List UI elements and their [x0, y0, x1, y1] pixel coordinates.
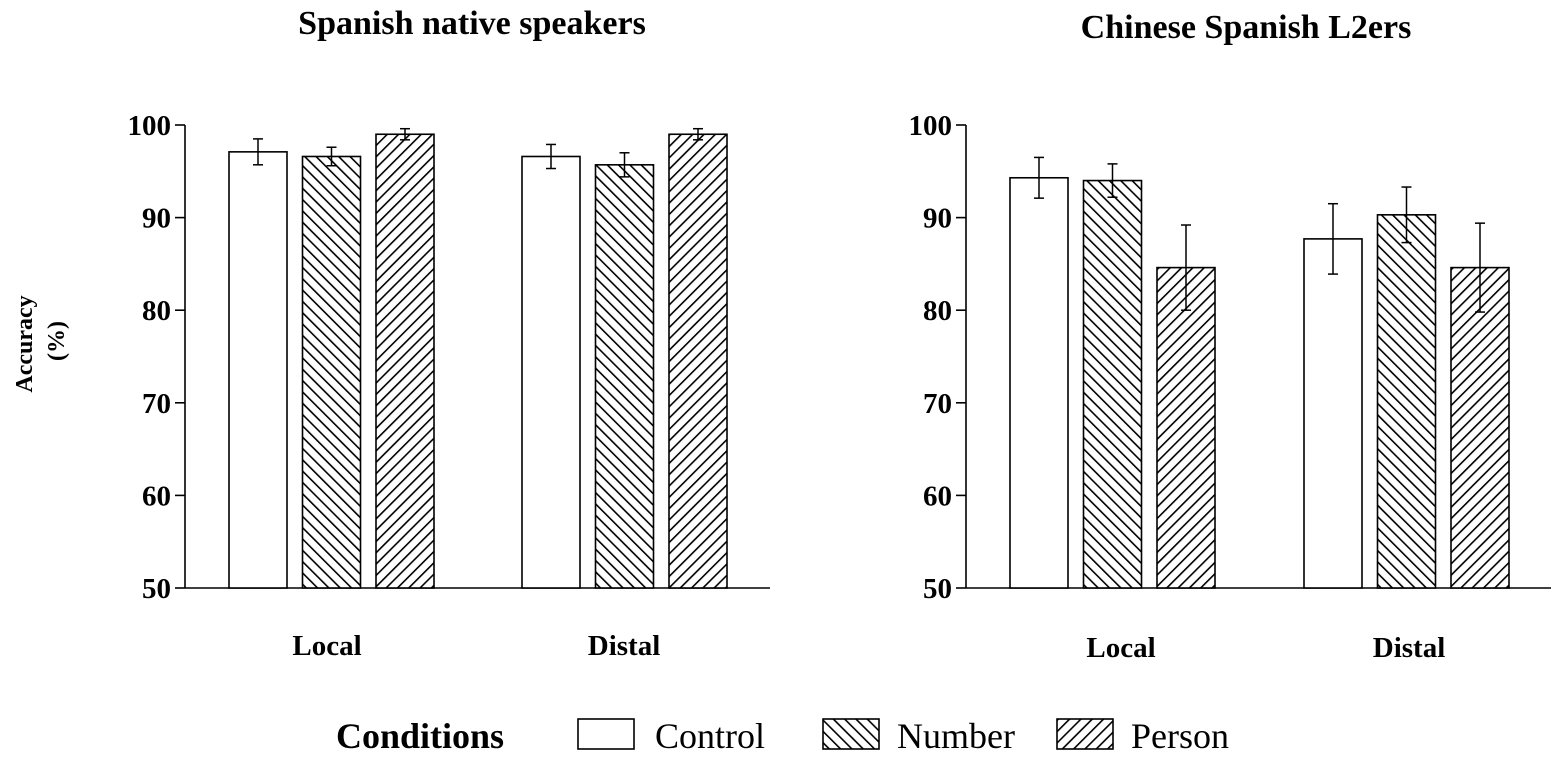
category-label-distal: Distal	[1373, 632, 1446, 664]
y-tick-label: 50	[923, 573, 952, 605]
error-bar-number-distal	[619, 152, 630, 178]
bar-control-distal	[1303, 238, 1363, 589]
y-ticks: 50 60 70 80 90 100	[128, 110, 185, 605]
y-tick-label: 80	[142, 295, 171, 327]
category-label-distal: Distal	[588, 630, 661, 662]
error-bar-number-distal	[1401, 186, 1412, 244]
legend-label-control: Control	[655, 716, 765, 756]
y-tick-label: 70	[142, 388, 171, 420]
legend-swatch-person	[1056, 718, 1114, 750]
legend: Conditions Control Number Person	[336, 716, 1229, 756]
y-axis-label-line-1: Accuracy	[12, 295, 38, 392]
panel-spanish-native: Spanish native speakers 50 60 70 80 90 100 Lo…	[128, 5, 770, 662]
legend-title: Conditions	[336, 716, 504, 756]
bar-control-local	[228, 151, 288, 589]
bar-person-local	[375, 133, 435, 589]
bar-person-distal	[668, 133, 728, 589]
y-tick-label: 100	[128, 110, 172, 142]
y-tick-label: 60	[923, 480, 952, 512]
y-tick-label: 80	[923, 295, 952, 327]
y-axis-label-line-2: (%)	[44, 321, 70, 361]
bar-number-local	[1082, 179, 1143, 589]
y-tick-label: 90	[142, 203, 171, 235]
bar-control-distal	[521, 155, 581, 589]
legend-swatch-control	[577, 718, 635, 750]
bar-number-distal	[1376, 214, 1437, 589]
y-tick-label: 50	[142, 573, 171, 605]
y-ticks: 50 60 70 80 90 100	[909, 110, 966, 605]
error-bar-control-local	[253, 138, 263, 166]
panel-title: Spanish native speakers	[298, 5, 646, 42]
bar-person-local	[1156, 266, 1216, 589]
legend-swatch-number	[822, 718, 880, 750]
bar-control-local	[1009, 176, 1069, 589]
y-axis-label: Accuracy (%)	[12, 289, 70, 392]
error-bar-number-local	[1107, 163, 1118, 198]
category-label-local: Local	[1086, 632, 1155, 664]
error-bar-person-distal	[1475, 222, 1485, 313]
category-label-local: Local	[292, 630, 361, 662]
y-tick-label: 70	[923, 388, 952, 420]
bar-number-distal	[594, 164, 655, 589]
error-bar-person-distal	[693, 127, 703, 141]
error-bar-control-local	[1034, 156, 1044, 199]
y-tick-label: 90	[923, 203, 952, 235]
legend-label-number: Number	[897, 716, 1015, 756]
panel-title: Chinese Spanish L2ers	[1081, 9, 1412, 46]
bar-number-local	[301, 155, 362, 589]
y-tick-label: 60	[142, 480, 171, 512]
error-bar-control-distal	[546, 143, 556, 170]
error-bar-control-distal	[1328, 202, 1338, 275]
bars	[1009, 156, 1510, 589]
panel-chinese-l2ers: Chinese Spanish L2ers 50 60 70 80 90 100 Loca…	[909, 9, 1551, 664]
y-tick-label: 100	[909, 110, 953, 142]
error-bar-person-local	[400, 127, 410, 141]
bar-person-distal	[1450, 266, 1510, 589]
legend-label-person: Person	[1131, 716, 1229, 756]
error-bar-number-local	[326, 146, 337, 167]
bars	[228, 127, 728, 589]
error-bar-person-local	[1181, 224, 1191, 311]
